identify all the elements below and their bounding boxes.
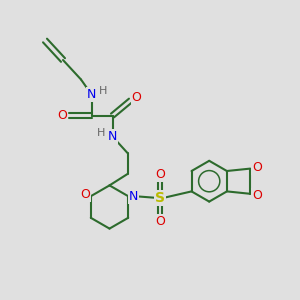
Text: H: H: [99, 86, 107, 96]
Text: S: S: [155, 191, 165, 205]
Text: N: N: [129, 190, 138, 203]
Text: N: N: [87, 88, 96, 101]
Text: N: N: [108, 130, 117, 143]
Text: O: O: [252, 189, 262, 202]
Text: O: O: [58, 109, 67, 122]
Text: O: O: [155, 215, 165, 228]
Text: O: O: [80, 188, 90, 201]
Text: H: H: [97, 128, 105, 139]
Text: O: O: [132, 91, 141, 104]
Text: O: O: [252, 160, 262, 174]
Text: O: O: [155, 167, 165, 181]
